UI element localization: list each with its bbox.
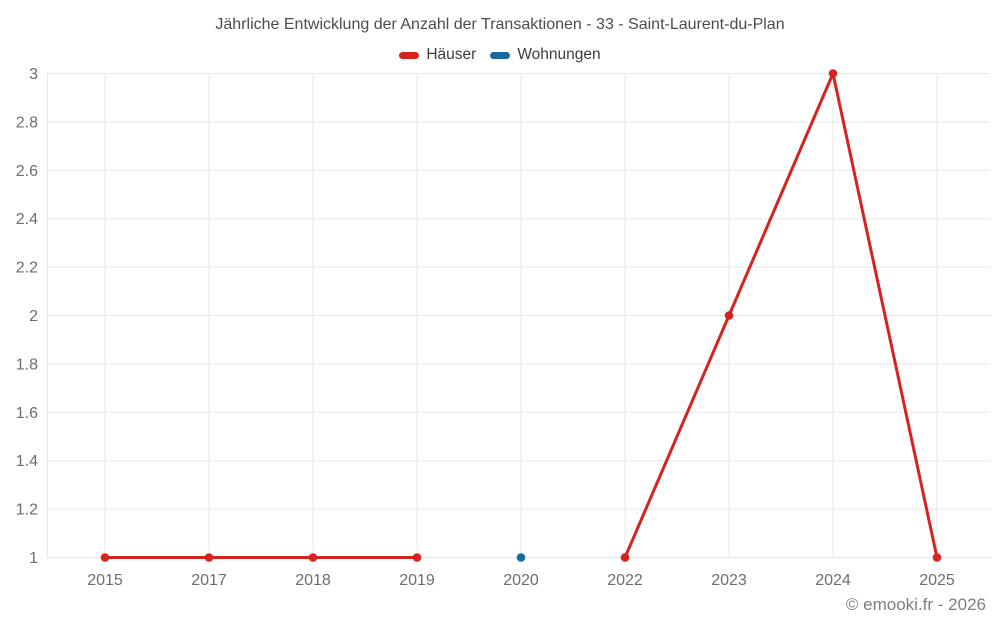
x-axis-tick: 2018 <box>295 572 331 589</box>
y-axis-tick: 2.2 <box>16 260 38 277</box>
series-point-hauser <box>100 553 110 562</box>
legend-swatch-hauser-icon <box>399 51 420 59</box>
y-axis-tick: 1.6 <box>16 405 38 422</box>
legend-label-wohnungen: Wohnungen <box>517 46 601 63</box>
series-point-hauser <box>308 553 318 562</box>
y-axis-tick: 1.8 <box>16 356 38 373</box>
x-axis-tick: 2024 <box>815 572 851 589</box>
series-point-hauser <box>620 553 630 562</box>
x-axis-tick: 2019 <box>399 572 435 589</box>
y-axis-tick: 2.8 <box>16 114 38 131</box>
legend-label-hauser: Häuser <box>426 46 477 63</box>
x-axis-tick: 2017 <box>191 572 227 589</box>
x-axis-tick: 2025 <box>919 572 955 589</box>
chart-title: Jährliche Entwicklung der Anzahl der Tra… <box>215 16 785 33</box>
y-axis-tick: 2.6 <box>16 163 38 180</box>
y-axis-tick: 1.4 <box>16 453 38 470</box>
chart-legend: Häuser Wohnungen <box>0 46 1000 64</box>
legend-item-hauser[interactable]: Häuser <box>399 46 476 64</box>
y-axis-tick: 3 <box>29 66 38 83</box>
x-axis-tick: 2023 <box>711 572 747 589</box>
y-axis-tick: 2.4 <box>16 211 38 228</box>
series-point-hauser <box>724 311 734 320</box>
series-point-hauser <box>828 69 838 78</box>
y-axis-tick: 2 <box>29 308 38 325</box>
x-axis-tick: 2015 <box>87 572 123 589</box>
y-axis-tick: 1.2 <box>16 502 38 519</box>
series-line-hauser <box>623 72 939 559</box>
legend-item-wohnungen[interactable]: Wohnungen <box>490 46 601 64</box>
y-axis-tick: 1 <box>29 550 38 567</box>
series-point-hauser <box>412 553 422 562</box>
x-axis-tick: 2020 <box>503 572 539 589</box>
legend-swatch-wohnungen-icon <box>490 51 511 59</box>
series-point-hauser <box>932 553 942 562</box>
series-point-wohnungen <box>516 553 526 562</box>
x-axis-tick: 2022 <box>607 572 643 589</box>
series-point-hauser <box>204 553 214 562</box>
watermark: © emooki.fr - 2026 <box>845 595 986 614</box>
